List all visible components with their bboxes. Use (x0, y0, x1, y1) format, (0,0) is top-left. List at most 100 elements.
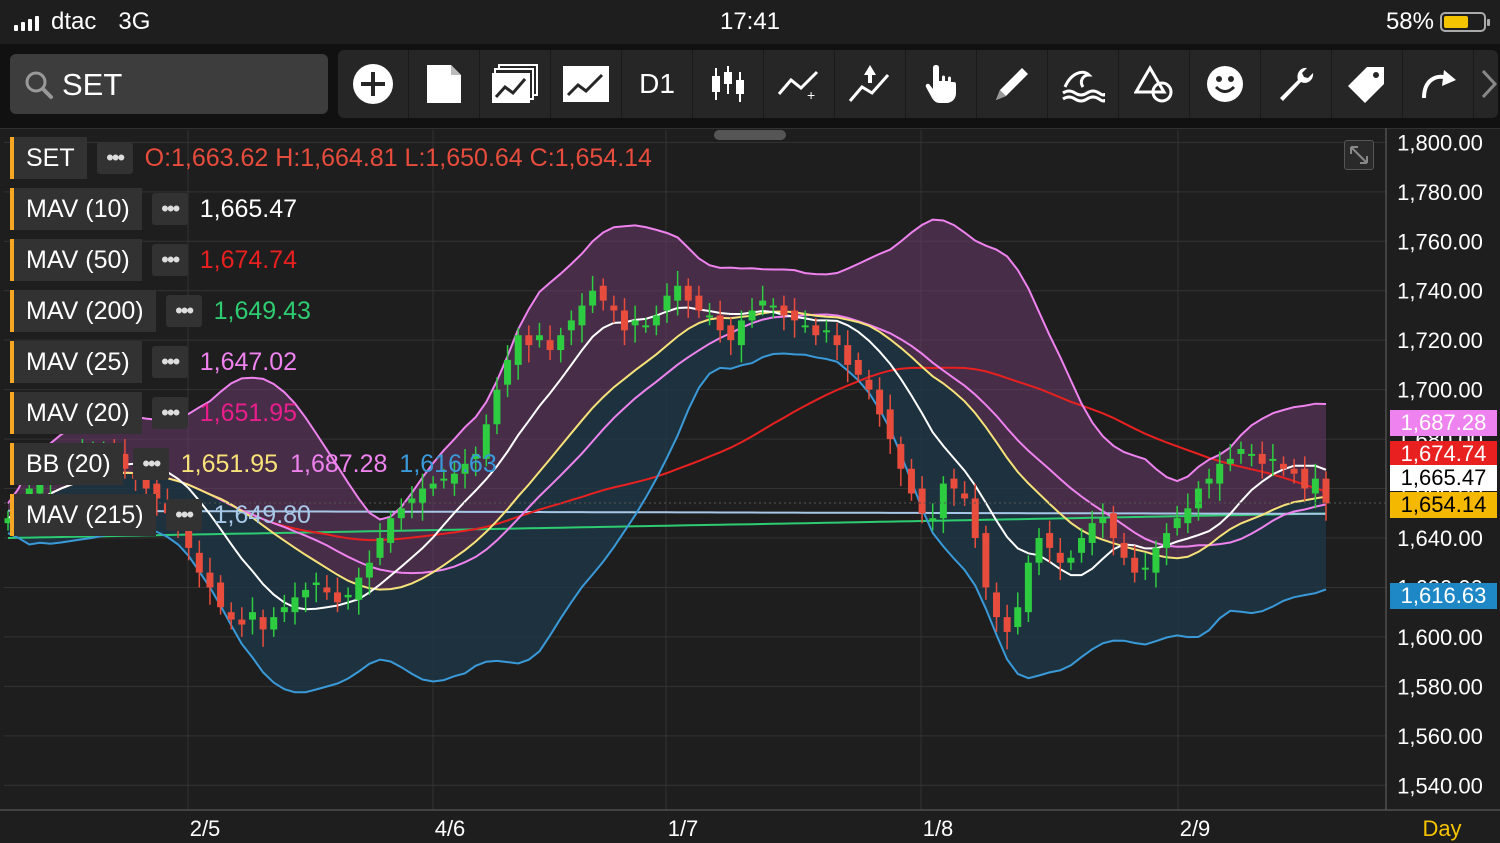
marker-close: 1,654.14 (1390, 492, 1497, 518)
legend-name[interactable]: MAV (10) (10, 188, 142, 230)
candle-body (546, 340, 554, 351)
emoji-button[interactable] (1190, 50, 1261, 118)
candle-body (376, 538, 384, 558)
candle-body (504, 359, 512, 385)
legend-name[interactable]: BB (20) (10, 443, 123, 485)
price-tick-label: 1,540.00 (1397, 773, 1483, 798)
candle-body (663, 295, 671, 311)
legend-mav50: MAV (50) ••• 1,674.74 (10, 239, 297, 281)
more-icon[interactable]: ••• (165, 295, 202, 327)
shapes-button[interactable] (1119, 50, 1190, 118)
more-icon[interactable]: ••• (151, 244, 188, 276)
candle-body (1226, 458, 1234, 464)
candle-body (854, 359, 862, 375)
mav20-line (7, 310, 1327, 591)
candle-body (727, 325, 735, 341)
redo-button[interactable] (1403, 50, 1474, 118)
candle-body (1290, 468, 1298, 474)
chart-canvas[interactable]: 1,800.00 1,780.00 1,760.00 1,740.00 1,720.00… (0, 128, 1500, 843)
battery-icon (1440, 12, 1490, 32)
candle-body (684, 285, 692, 301)
candle-body (652, 315, 660, 326)
legend-name[interactable]: MAV (50) (10, 239, 142, 281)
more-tools-button[interactable] (1474, 50, 1500, 118)
legend-mav20: MAV (20) ••• 1,651.95 (10, 392, 297, 434)
carrier-info: dtac 3G (14, 8, 150, 36)
add-button[interactable] (338, 50, 409, 118)
network-type: 3G (118, 8, 151, 35)
legend-name[interactable]: MAV (215) (10, 494, 156, 536)
candle-body (716, 315, 724, 331)
new-document-button[interactable] (409, 50, 480, 118)
chevron-right-icon (1481, 69, 1498, 99)
candle-body (1024, 562, 1032, 613)
candle-body (1120, 542, 1128, 558)
indicator-button[interactable]: + (764, 50, 835, 118)
candle-body (886, 409, 894, 440)
battery-status: 58% (1386, 8, 1490, 36)
candle-body (535, 335, 543, 341)
expand-button[interactable] (1344, 140, 1374, 170)
price-tick-label: 1,780.00 (1397, 180, 1483, 205)
legend-name[interactable]: MAV (200) (10, 290, 156, 332)
candle-body (238, 619, 246, 625)
more-icon[interactable]: ••• (151, 193, 188, 225)
wave-button[interactable] (1048, 50, 1119, 118)
marker-mav50: 1,674.74 (1390, 441, 1497, 467)
more-icon[interactable]: ••• (151, 346, 188, 378)
more-icon[interactable]: ••• (132, 448, 169, 480)
time-tick-label: 4/6 (435, 816, 466, 841)
price-tick-label: 1,700.00 (1397, 378, 1483, 403)
candle-body (1184, 508, 1192, 524)
price-tick-label: 1,560.00 (1397, 724, 1483, 749)
strategy-button[interactable] (835, 50, 906, 118)
timeframe-button[interactable]: D1 (622, 50, 693, 118)
pointer-button[interactable] (906, 50, 977, 118)
candle-body (1067, 557, 1075, 563)
legend-mav25: MAV (25) ••• 1,647.02 (10, 341, 297, 383)
legend-name[interactable]: MAV (25) (10, 341, 142, 383)
search-icon (25, 71, 53, 99)
candle-body (440, 478, 448, 481)
symbol-search[interactable]: SET (10, 54, 328, 114)
marker-bb-upper: 1,687.28 (1390, 410, 1497, 436)
wrench-icon (1280, 67, 1314, 101)
candle-body (1163, 533, 1171, 548)
settings-button[interactable] (1261, 50, 1332, 118)
time-tick-label: 1/7 (668, 816, 699, 841)
bb-lower-value: 1,616.63 (399, 449, 497, 478)
candle-body (1141, 567, 1149, 570)
chart-type-button[interactable] (551, 50, 622, 118)
tag-icon (1348, 67, 1384, 103)
candle-body (791, 310, 799, 321)
legend-value: 1,649.43 (213, 296, 311, 325)
candlestick-button[interactable] (693, 50, 764, 118)
tag-button[interactable] (1332, 50, 1403, 118)
candle-body (217, 582, 225, 608)
open-chart-button[interactable] (480, 50, 551, 118)
more-icon[interactable]: ••• (165, 499, 202, 531)
more-icon[interactable]: ••• (151, 397, 188, 429)
candle-body (1237, 448, 1245, 454)
shapes-icon (1134, 65, 1173, 103)
more-icon[interactable]: ••• (96, 142, 133, 174)
chart-type-icon (563, 66, 609, 102)
candle-body (302, 589, 310, 598)
price-chart[interactable]: 1,800.00 1,780.00 1,760.00 1,740.00 1,720.00… (0, 128, 1500, 843)
draw-button[interactable] (977, 50, 1048, 118)
candle-body (557, 335, 565, 351)
pencil-icon (996, 68, 1028, 100)
candle-body (1173, 518, 1181, 529)
candle-body (865, 379, 873, 390)
candle-body (918, 488, 926, 514)
mav200-line (7, 512, 1327, 539)
legend-name[interactable]: MAV (20) (10, 392, 142, 434)
candle-body (876, 389, 884, 415)
candle-body (344, 594, 352, 598)
legend-name[interactable]: SET (10, 137, 87, 179)
candle-body (1301, 468, 1309, 489)
candlestick-icon (712, 66, 744, 102)
bb-upper-line (7, 218, 1327, 521)
open-folder-icon (492, 64, 538, 103)
drag-handle[interactable] (714, 130, 786, 140)
